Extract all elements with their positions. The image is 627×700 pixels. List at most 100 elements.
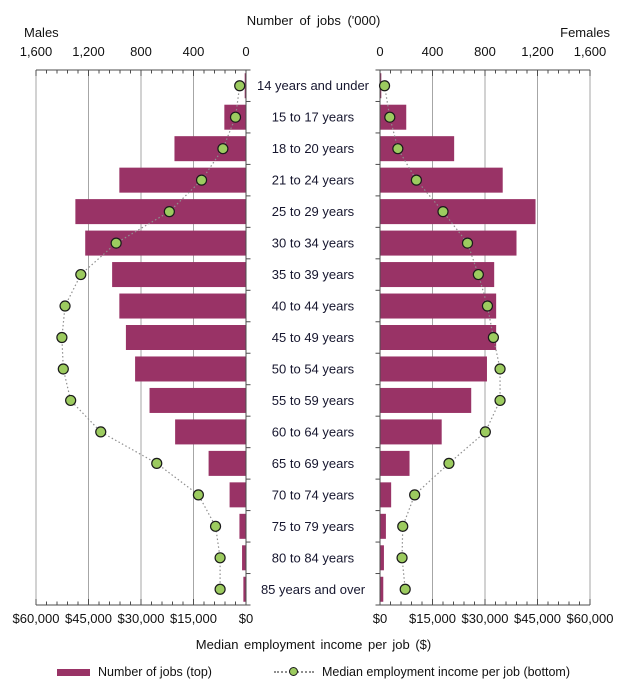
male-income-dot bbox=[209, 520, 222, 532]
age-group-label: 75 to 79 years bbox=[272, 519, 355, 534]
female-income-dot bbox=[472, 268, 484, 281]
female-income-dot bbox=[437, 206, 449, 218]
male-income-dot bbox=[234, 80, 246, 92]
male-income-dot bbox=[57, 363, 69, 375]
bottom-tick-label: $15,000 bbox=[170, 611, 217, 626]
female-jobs-bar bbox=[380, 576, 384, 602]
male-jobs-bar bbox=[85, 230, 246, 256]
bottom-axis-title: Median employment income per job ($) bbox=[195, 637, 432, 652]
female-income-dot bbox=[399, 583, 411, 595]
female-jobs-bar bbox=[380, 545, 384, 571]
top-tick-label: 0 bbox=[376, 44, 383, 59]
female-jobs-bar bbox=[380, 136, 455, 162]
male-income-dot bbox=[214, 552, 226, 564]
age-group-label: 40 to 44 years bbox=[272, 299, 355, 314]
age-group-label: 14 years and under bbox=[257, 78, 370, 93]
female-income-dot bbox=[384, 111, 396, 123]
legend: Number of jobs (top) Median employment i… bbox=[0, 665, 627, 679]
bottom-tick-label: $0 bbox=[373, 611, 387, 626]
male-jobs-bar bbox=[243, 576, 246, 602]
male-income-dot bbox=[59, 300, 71, 312]
males-group-label: Males bbox=[24, 25, 59, 40]
male-income-dot bbox=[95, 426, 107, 438]
age-group-label: 25 to 29 years bbox=[272, 204, 355, 219]
female-jobs-bar bbox=[380, 450, 410, 476]
bar-swatch-icon bbox=[57, 668, 91, 676]
female-jobs-bar bbox=[380, 513, 386, 539]
dot-icon bbox=[288, 666, 298, 676]
age-group-label: 30 to 34 years bbox=[272, 236, 355, 251]
female-jobs-bar bbox=[380, 167, 503, 193]
top-tick-label: 1,200 bbox=[521, 44, 554, 59]
male-jobs-bar bbox=[175, 419, 246, 445]
male-jobs-bar bbox=[75, 199, 246, 225]
dot-swatch-icon bbox=[273, 666, 314, 678]
male-income-dot bbox=[65, 394, 77, 407]
age-group-label: 45 to 49 years bbox=[272, 330, 355, 345]
male-income-dot bbox=[229, 111, 242, 123]
age-group-label: 60 to 64 years bbox=[272, 424, 355, 439]
age-group-label: 65 to 69 years bbox=[272, 456, 355, 471]
bottom-tick-label: $45,000 bbox=[514, 611, 561, 626]
male-jobs-bar bbox=[208, 450, 246, 476]
female-income-dot bbox=[396, 552, 408, 564]
top-tick-label: 1,600 bbox=[20, 44, 53, 59]
male-jobs-bar bbox=[242, 545, 246, 571]
age-group-label: 70 to 74 years bbox=[272, 487, 355, 502]
legend-item-income: Median employment income per job (bottom… bbox=[273, 665, 570, 679]
females-group-label: Females bbox=[560, 25, 610, 40]
top-tick-label: 1,600 bbox=[574, 44, 607, 59]
bottom-tick-label: $60,000 bbox=[567, 611, 614, 626]
female-jobs-bar bbox=[380, 199, 536, 225]
male-jobs-bar bbox=[244, 73, 246, 99]
bottom-tick-label: $30,000 bbox=[462, 611, 509, 626]
age-group-label: 15 to 17 years bbox=[272, 110, 355, 125]
female-income-dot bbox=[479, 426, 491, 438]
female-jobs-bar bbox=[380, 419, 442, 445]
age-group-label: 80 to 84 years bbox=[272, 550, 355, 565]
male-jobs-bar bbox=[239, 513, 246, 539]
female-income-dot bbox=[461, 237, 474, 249]
top-axis-title: Number of jobs ('000) bbox=[246, 13, 381, 28]
female-jobs-bar bbox=[380, 325, 497, 350]
age-group-label: 35 to 39 years bbox=[272, 267, 355, 282]
male-income-dot bbox=[75, 268, 87, 281]
female-income-dot bbox=[410, 174, 422, 186]
age-group-label: 55 to 59 years bbox=[272, 393, 355, 408]
male-jobs-bar bbox=[135, 356, 246, 382]
male-jobs-bar bbox=[125, 325, 246, 350]
male-income-dot bbox=[151, 457, 163, 469]
legend-bar-label: Number of jobs (top) bbox=[98, 665, 212, 679]
female-income-dot bbox=[487, 331, 499, 344]
male-income-dot bbox=[214, 583, 226, 595]
female-income-dot bbox=[443, 457, 455, 469]
male-income-dot bbox=[192, 489, 204, 501]
female-jobs-bar bbox=[380, 293, 497, 319]
age-group-label: 50 to 54 years bbox=[272, 361, 355, 376]
bottom-tick-label: $45,000 bbox=[65, 611, 112, 626]
male-income-dot bbox=[163, 206, 175, 218]
male-income-dot bbox=[110, 237, 122, 249]
female-jobs-bar bbox=[380, 387, 472, 413]
bottom-tick-label: $15,000 bbox=[409, 611, 456, 626]
bottom-tick-label: $0 bbox=[239, 611, 253, 626]
male-jobs-bar bbox=[149, 387, 246, 413]
age-group-label: 18 to 20 years bbox=[272, 141, 355, 156]
legend-dot-label: Median employment income per job (bottom… bbox=[321, 665, 570, 679]
male-jobs-bar bbox=[174, 136, 246, 162]
female-income-dot bbox=[481, 300, 494, 312]
male-jobs-bar bbox=[229, 482, 246, 508]
bottom-tick-label: $30,000 bbox=[118, 611, 165, 626]
male-income-dot bbox=[56, 331, 68, 344]
female-jobs-bar bbox=[380, 230, 517, 256]
female-jobs-bar bbox=[380, 356, 487, 382]
female-income-dot bbox=[494, 394, 506, 407]
top-tick-label: 400 bbox=[183, 44, 205, 59]
top-tick-label: 800 bbox=[130, 44, 152, 59]
bottom-tick-label: $60,000 bbox=[13, 611, 60, 626]
age-group-label: 85 years and over bbox=[261, 582, 366, 597]
female-income-dot bbox=[409, 489, 421, 501]
top-tick-label: 400 bbox=[422, 44, 444, 59]
